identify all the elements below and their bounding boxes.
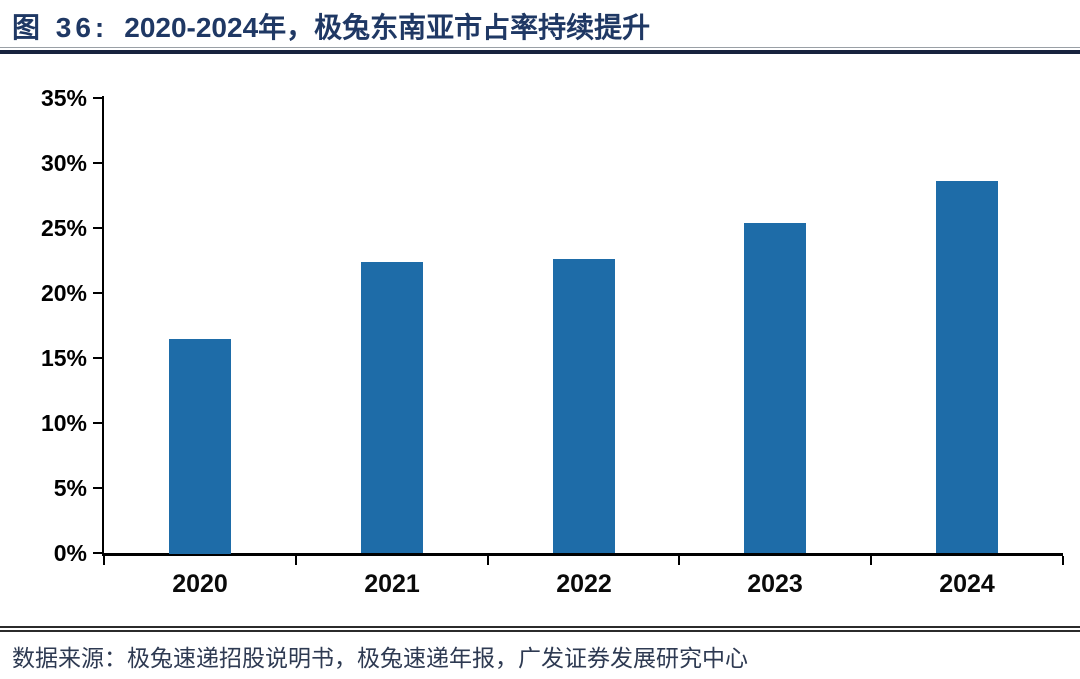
x-axis-tick xyxy=(103,556,105,565)
x-axis-label-2023: 2023 xyxy=(747,570,803,598)
bar-2022 xyxy=(553,259,615,553)
y-axis-tick-label: 0% xyxy=(53,540,87,566)
y-axis-tick-label: 15% xyxy=(40,345,87,371)
y-axis-tick xyxy=(93,227,102,229)
y-axis-tick-label: 35% xyxy=(40,85,87,111)
figure-number-label: 图 36: xyxy=(12,12,109,43)
data-source-note: 数据来源：极兔速递招股说明书，极兔速递年报，广发证券发展研究中心 xyxy=(12,646,748,671)
y-axis-tick-label: 20% xyxy=(40,280,87,306)
y-axis-tick xyxy=(93,162,102,164)
x-axis-tick xyxy=(1062,556,1064,565)
footer-divider xyxy=(0,626,1080,632)
y-axis-tick xyxy=(93,552,102,554)
y-axis-tick xyxy=(93,97,102,99)
title-divider-thick-line xyxy=(0,50,1080,54)
y-axis-tick xyxy=(93,422,102,424)
y-axis-tick xyxy=(93,292,102,294)
x-axis-label-2021: 2021 xyxy=(364,570,420,598)
footer-divider-line-2 xyxy=(0,630,1080,632)
figure-header: 图 36: 2020-2024年，极兔东南亚市占率持续提升 xyxy=(12,6,650,46)
x-axis-tick xyxy=(486,556,489,565)
y-axis-line xyxy=(102,96,104,555)
x-axis-line xyxy=(102,553,1063,556)
bar-2020 xyxy=(169,339,231,554)
y-axis-tick xyxy=(93,357,102,359)
x-axis-label-2024: 2024 xyxy=(939,570,995,598)
x-axis-tick xyxy=(294,556,297,565)
bar-2024 xyxy=(936,181,998,553)
x-axis-label-2020: 2020 xyxy=(172,570,228,598)
bar-2021 xyxy=(361,262,423,553)
y-axis-tick-label: 25% xyxy=(40,215,87,241)
y-axis-tick-label: 10% xyxy=(40,410,87,436)
x-axis-tick xyxy=(870,556,873,565)
x-axis-label-2022: 2022 xyxy=(556,570,612,598)
bar-2023 xyxy=(744,223,806,553)
figure-title: 2020-2024年，极兔东南亚市占率持续提升 xyxy=(124,12,651,43)
x-axis-tick xyxy=(678,556,681,565)
title-divider xyxy=(0,47,1080,54)
y-axis-tick xyxy=(93,487,102,489)
y-axis-tick-label: 30% xyxy=(40,150,87,176)
title-divider-thin-line xyxy=(0,47,1080,48)
footer-divider-line-1 xyxy=(0,626,1080,628)
y-axis-tick-label: 5% xyxy=(53,475,87,501)
